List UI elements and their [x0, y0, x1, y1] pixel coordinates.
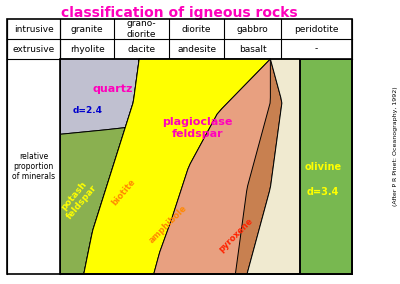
Polygon shape	[84, 59, 270, 274]
Text: plagioclase
feldspar: plagioclase feldspar	[162, 117, 233, 139]
Text: dacite: dacite	[128, 45, 156, 53]
Text: diorite: diorite	[182, 24, 212, 34]
Text: biotite: biotite	[110, 177, 137, 207]
Polygon shape	[84, 59, 282, 274]
Text: gabbro: gabbro	[237, 24, 269, 34]
Text: grano-
diorite: grano- diorite	[127, 19, 156, 39]
Text: quartz: quartz	[93, 84, 133, 94]
Bar	[60, 59, 352, 274]
Text: classification of igneous rocks: classification of igneous rocks	[61, 6, 298, 20]
Polygon shape	[60, 59, 270, 134]
Text: peridotite: peridotite	[294, 24, 339, 34]
Text: amphibole: amphibole	[148, 204, 189, 245]
Text: intrusive: intrusive	[14, 24, 54, 34]
Polygon shape	[247, 59, 300, 274]
Polygon shape	[300, 59, 352, 274]
Text: relative
proportion
of minerals: relative proportion of minerals	[12, 152, 55, 181]
Text: pyroxene: pyroxene	[216, 216, 254, 254]
Text: extrusive: extrusive	[13, 45, 55, 53]
Text: d=3.4: d=3.4	[307, 187, 339, 197]
Text: andesite: andesite	[177, 45, 216, 53]
Polygon shape	[60, 59, 139, 274]
Text: (After P R Pinet: Oceanography, 1992): (After P R Pinet: Oceanography, 1992)	[394, 87, 398, 206]
Text: potash
feldspar: potash feldspar	[57, 176, 99, 221]
Text: -: -	[315, 45, 318, 53]
Text: d=2.4: d=2.4	[72, 106, 102, 115]
Bar	[7, 19, 352, 274]
Polygon shape	[154, 59, 270, 274]
Text: granite: granite	[71, 24, 104, 34]
Text: olivine: olivine	[304, 162, 342, 172]
Text: basalt: basalt	[239, 45, 267, 53]
Text: rhyolite: rhyolite	[70, 45, 104, 53]
